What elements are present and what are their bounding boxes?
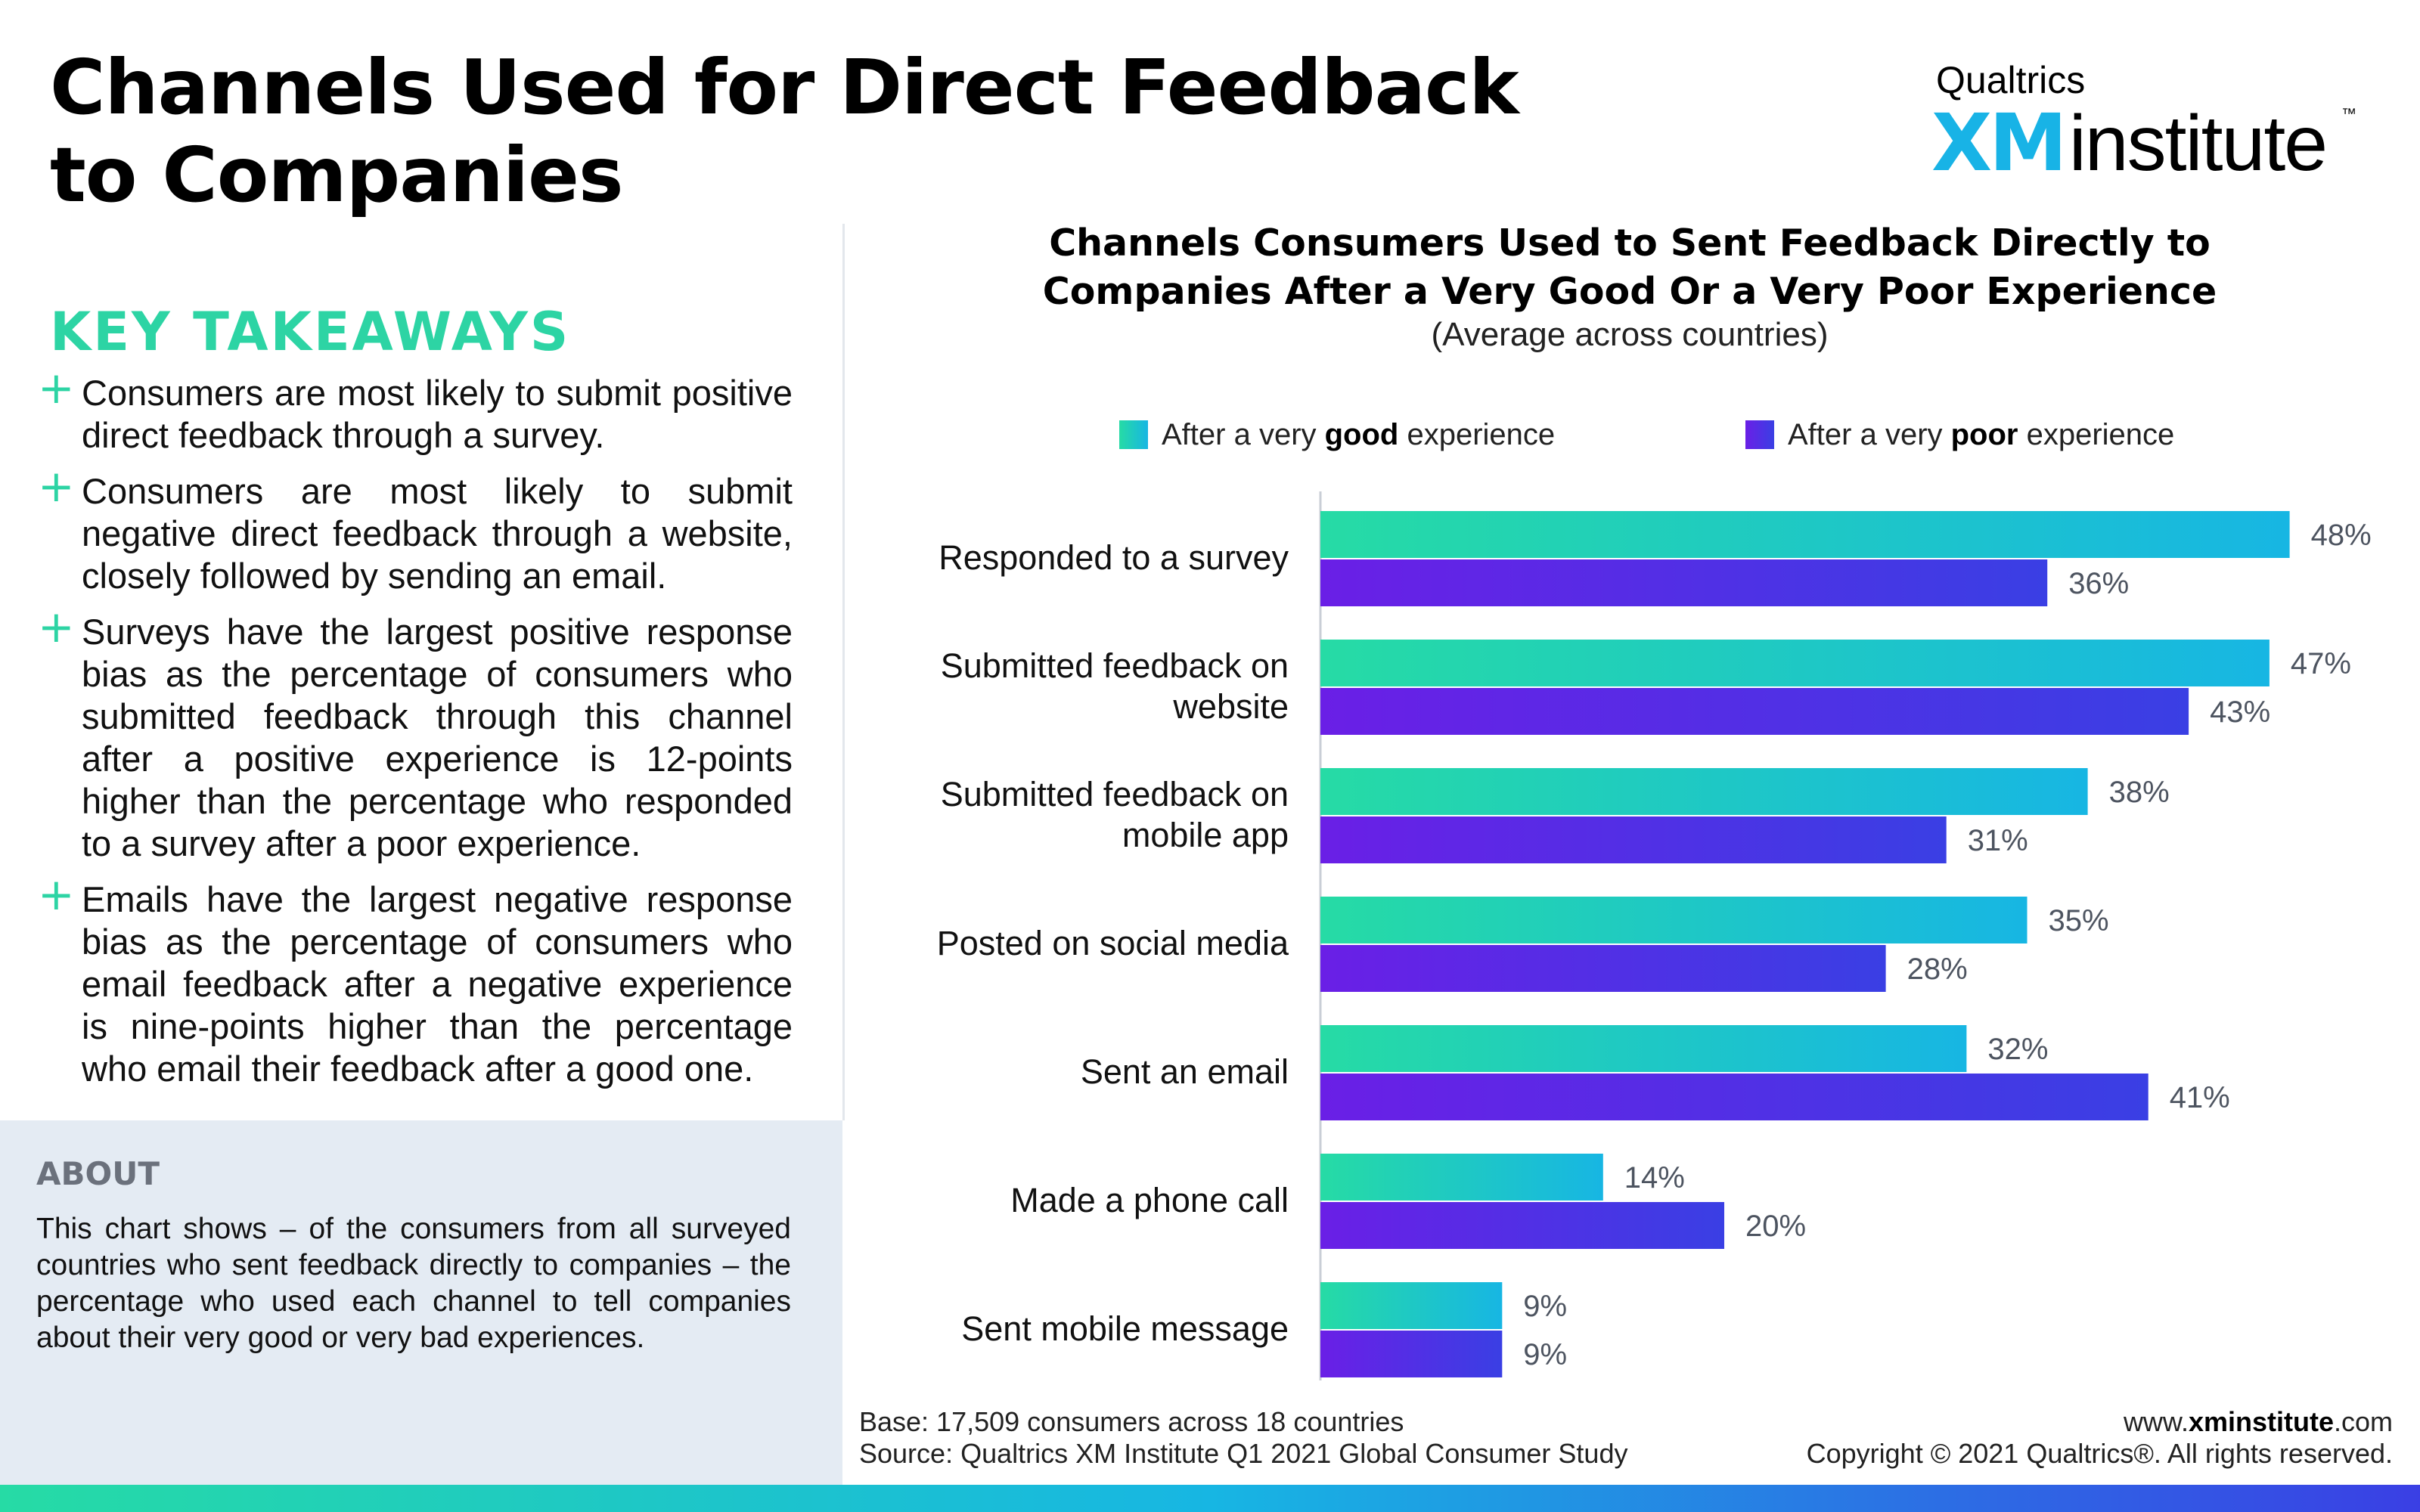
plus-icon: + <box>38 601 75 652</box>
page-title: Channels Used for Direct Feedback to Com… <box>50 44 1519 219</box>
takeaway-item: + Consumers are most likely to submit po… <box>38 366 793 457</box>
value-label-good: 48% <box>2311 519 2372 552</box>
logo-trademark: ™ <box>2341 106 2356 122</box>
logo-product: XMinstitute <box>1931 100 2328 187</box>
category-label: Posted on social media <box>937 924 1289 962</box>
value-label-good: 32% <box>1987 1033 2048 1066</box>
bar-good <box>1320 1154 1603 1201</box>
footer-website-link[interactable]: www.xminstitute.com <box>2123 1406 2393 1437</box>
chart-subtitle: (Average across countries) <box>1431 316 1829 353</box>
value-label-poor: 9% <box>1523 1338 1567 1371</box>
chart-title-line-2: Companies After a Very Good Or a Very Po… <box>1042 270 2217 313</box>
bar-poor <box>1320 688 2189 735</box>
bar-poor <box>1320 1074 2149 1120</box>
legend-label-good: After a very good experience <box>1162 417 1556 451</box>
takeaway-text: Consumers are most likely to submit posi… <box>82 373 793 455</box>
takeaway-item: + Consumers are most likely to submit ne… <box>38 464 793 597</box>
bar-poor <box>1320 945 1886 992</box>
footer-base-note: Base: 17,509 consumers across 18 countri… <box>859 1406 1404 1437</box>
about-heading: ABOUT <box>36 1155 160 1192</box>
legend-item-poor: After a very poor experience <box>1745 414 2174 455</box>
chart-title: Channels Consumers Used to Sent Feedback… <box>855 219 2405 316</box>
about-text: This chart shows – of the consumers from… <box>36 1213 791 1354</box>
bar-good <box>1320 768 2088 815</box>
bar-good <box>1320 1025 1967 1072</box>
bar-good <box>1320 640 2270 686</box>
legend-swatch-poor <box>1745 420 1774 449</box>
value-label-good: 9% <box>1523 1290 1567 1323</box>
logo-institute: institute <box>2068 100 2328 187</box>
key-takeaways-list: + Consumers are most likely to submit po… <box>38 366 793 1104</box>
chart-marks: Responded to a survey 48% 36% Submitted fee… <box>937 491 2372 1380</box>
takeaway-text: Surveys have the largest positive respon… <box>82 612 793 863</box>
bar-poor <box>1320 1331 1503 1377</box>
value-label-poor: 43% <box>2210 696 2270 729</box>
legend-item-good: After a very good experience <box>1119 414 1555 455</box>
bar-good <box>1320 511 2290 558</box>
bottom-gradient-stripe <box>0 1485 2420 1512</box>
value-label-poor: 41% <box>2170 1081 2230 1114</box>
category-label: Submitted feedback on website <box>941 646 1289 726</box>
bar-good <box>1320 897 2028 943</box>
value-label-poor: 20% <box>1745 1210 1806 1243</box>
takeaway-text: Emails have the largest negative respons… <box>82 879 793 1089</box>
value-label-poor: 36% <box>2068 567 2129 600</box>
value-label-good: 14% <box>1624 1161 1685 1194</box>
value-label-good: 38% <box>2109 776 2170 809</box>
xm-institute-logo: Qualtrics XMinstitute ™ <box>1931 59 2356 187</box>
plus-icon: + <box>38 460 75 512</box>
page-title-line-2: to Companies <box>50 131 623 219</box>
vertical-divider <box>842 224 845 1120</box>
about-panel: ABOUT This chart shows – of the consumer… <box>0 1120 842 1485</box>
category-label: Sent mobile message <box>961 1309 1289 1348</box>
takeaway-item: + Surveys have the largest positive resp… <box>38 605 793 865</box>
bar-good <box>1320 1282 1503 1329</box>
value-label-good: 47% <box>2291 647 2351 680</box>
footer-source-note: Source: Qualtrics XM Institute Q1 2021 G… <box>859 1438 1628 1469</box>
page-title-line-1: Channels Used for Direct Feedback <box>50 43 1519 132</box>
takeaway-item: + Emails have the largest negative respo… <box>38 872 793 1090</box>
footer-copyright: Copyright © 2021 Qualtrics®. All rights … <box>1806 1438 2393 1469</box>
bar-poor <box>1320 559 2048 606</box>
logo-xm: XM <box>1931 97 2068 189</box>
key-takeaways-heading: KEY TAKEAWAYS <box>50 301 571 363</box>
value-label-poor: 31% <box>1968 824 2028 857</box>
chart-title-line-1: Channels Consumers Used to Sent Feedback… <box>1049 222 2211 265</box>
takeaway-text: Consumers are most likely to submit nega… <box>82 471 793 596</box>
value-label-good: 35% <box>2049 904 2109 937</box>
plus-icon: + <box>38 869 75 920</box>
plus-icon: + <box>38 362 75 414</box>
legend-label-poor: After a very poor experience <box>1788 417 2175 451</box>
category-label: Responded to a survey <box>939 538 1289 577</box>
category-label: Sent an email <box>1081 1052 1289 1091</box>
bar-poor <box>1320 816 1947 863</box>
bar-poor <box>1320 1202 1724 1249</box>
legend-swatch-good <box>1119 420 1148 449</box>
category-label: Submitted feedback on mobile app <box>941 775 1289 854</box>
value-label-poor: 28% <box>1907 953 1968 986</box>
logo-brand: Qualtrics <box>1936 59 2086 101</box>
category-label: Made a phone call <box>1010 1181 1289 1219</box>
